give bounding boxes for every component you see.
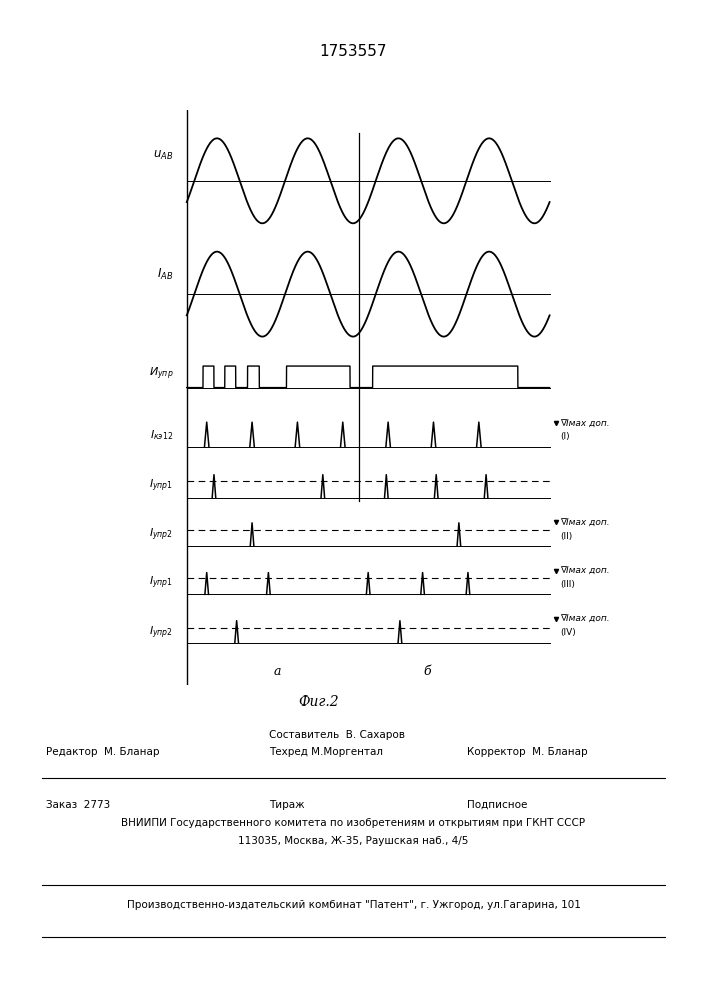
Text: (ІІ): (ІІ)	[561, 532, 573, 541]
Text: (І): (І)	[561, 432, 570, 441]
Text: 113035, Москва, Ж-35, Раушская наб., 4/5: 113035, Москва, Ж-35, Раушская наб., 4/5	[238, 836, 469, 846]
Text: Составитель  В. Сахаров: Составитель В. Сахаров	[269, 730, 404, 740]
Text: $\it{u}_{AB}$: $\it{u}_{AB}$	[153, 149, 173, 162]
Text: $\it{I}_{AB}$: $\it{I}_{AB}$	[157, 267, 173, 282]
Text: Редактор  М. Бланар: Редактор М. Бланар	[46, 747, 160, 757]
Text: $\it{И_{упр}}$: $\it{И_{упр}}$	[148, 365, 173, 382]
Text: б: б	[423, 665, 431, 678]
Text: ВНИИПИ Государственного комитета по изобретениям и открытиям при ГКНТ СССР: ВНИИПИ Государственного комитета по изоб…	[122, 818, 585, 828]
Text: Фиг.2: Фиг.2	[298, 695, 339, 709]
Text: (ІV): (ІV)	[561, 628, 576, 637]
Text: Корректор  М. Бланар: Корректор М. Бланар	[467, 747, 588, 757]
Text: Подписное: Подписное	[467, 800, 527, 810]
Text: Заказ  2773: Заказ 2773	[46, 800, 110, 810]
Text: $\it{I_{упр1}}$: $\it{I_{упр1}}$	[149, 477, 173, 494]
Text: ∇Iмах доп.: ∇Iмах доп.	[561, 518, 610, 527]
Text: 1753557: 1753557	[320, 44, 387, 59]
Text: Техред М.Моргентал: Техред М.Моргентал	[269, 747, 382, 757]
Text: Тираж: Тираж	[269, 800, 304, 810]
Text: $\it{I_{упр2}}$: $\it{I_{упр2}}$	[149, 624, 173, 641]
Text: ∇Iмах доп.: ∇Iмах доп.	[561, 566, 610, 575]
Text: Производственно-издательский комбинат "Патент", г. Ужгород, ул.Гагарина, 101: Производственно-издательский комбинат "П…	[127, 900, 580, 910]
Text: а: а	[274, 665, 281, 678]
Text: ∇Iмах доп.: ∇Iмах доп.	[561, 614, 610, 623]
Text: ∇Iмах доп.: ∇Iмах доп.	[561, 419, 610, 428]
Text: $\it{I_{упр1}}$: $\it{I_{упр1}}$	[149, 575, 173, 591]
Text: $\it{I_{упр2}}$: $\it{I_{упр2}}$	[149, 527, 173, 543]
Text: (ІІІ): (ІІІ)	[561, 580, 575, 589]
Text: $\it{I_{кэ12}}$: $\it{I_{кэ12}}$	[150, 428, 173, 442]
